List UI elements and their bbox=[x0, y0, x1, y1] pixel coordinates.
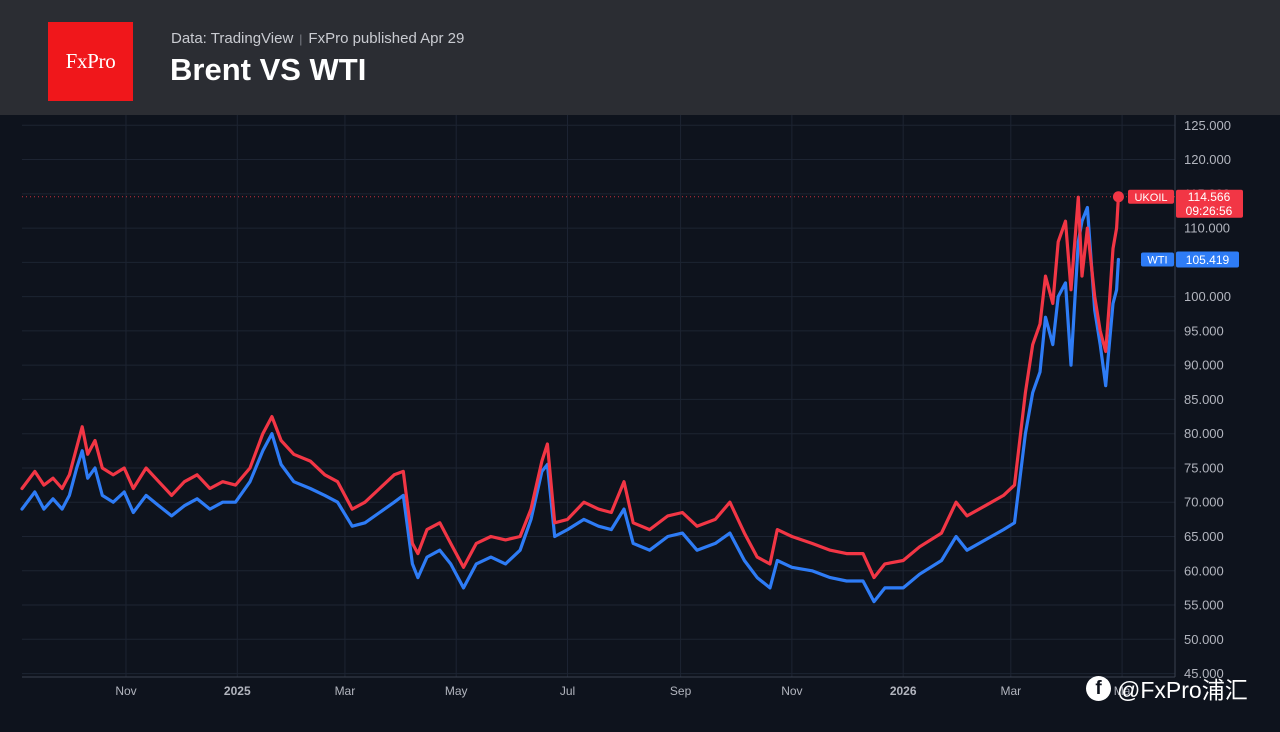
chart-header: FxPro Data: TradingView | FxPro published … bbox=[0, 0, 1280, 115]
wti-name-tag bbox=[1141, 252, 1174, 267]
logo-text: FxPro bbox=[65, 49, 116, 73]
last-price-dot bbox=[1112, 191, 1124, 203]
y-tick-label: 110.000 bbox=[1184, 221, 1230, 236]
y-tick-label: 80.000 bbox=[1184, 426, 1224, 441]
separator: | bbox=[299, 32, 303, 46]
x-tick-label: 2026 bbox=[890, 684, 917, 698]
wti-last-value: 105.419 bbox=[1186, 253, 1230, 267]
x-tick-label: Mar bbox=[1000, 684, 1021, 698]
ukoil-countdown: 09:26:56 bbox=[1186, 204, 1233, 218]
x-tick-label: Nov bbox=[115, 684, 136, 698]
chart-title: Brent VS WTI bbox=[170, 52, 367, 87]
y-tick-label: 85.000 bbox=[1184, 392, 1224, 407]
x-tick-label: Ma bbox=[1114, 684, 1131, 698]
y-tick-label: 90.000 bbox=[1184, 358, 1224, 373]
y-tick-label: 50.000 bbox=[1184, 632, 1224, 647]
facebook-icon: f bbox=[1086, 675, 1111, 701]
y-tick-label: 125.000 bbox=[1184, 118, 1231, 133]
y-tick-label: 75.000 bbox=[1184, 460, 1224, 475]
x-tick-label: May bbox=[445, 684, 468, 698]
series-line-wti bbox=[20, 205, 1120, 604]
grid bbox=[22, 115, 1175, 677]
x-tick-label: Mar bbox=[335, 684, 356, 698]
price-chart: 125.000120.000115.000110.000105.000100.0… bbox=[20, 115, 1243, 698]
wti-name-label: WTI bbox=[1147, 254, 1167, 266]
watermark-text: @FxPro浦汇 bbox=[1117, 677, 1248, 703]
x-tick-label: Sep bbox=[670, 684, 692, 698]
y-tick-label: 65.000 bbox=[1184, 529, 1224, 544]
series-line-ukoil bbox=[20, 195, 1120, 580]
ukoil-name-tag bbox=[1128, 189, 1174, 204]
ukoil-last-value: 114.566 bbox=[1188, 190, 1231, 204]
ukoil-name-label: UKOIL bbox=[1134, 192, 1167, 204]
axes: 125.000120.000115.000110.000105.000100.0… bbox=[22, 115, 1231, 698]
x-tick-label: 2025 bbox=[224, 684, 251, 698]
watermark: f @FxPro浦汇 bbox=[1086, 673, 1248, 703]
x-tick-label: Jul bbox=[560, 684, 575, 698]
ukoil-price-tag bbox=[1176, 189, 1243, 218]
x-tick-label: Nov bbox=[781, 684, 802, 698]
series bbox=[20, 195, 1120, 604]
y-tick-label: 45.000 bbox=[1184, 666, 1224, 681]
y-tick-label: 95.000 bbox=[1184, 323, 1224, 338]
published-date: FxPro published Apr 29 bbox=[308, 30, 465, 47]
y-tick-label: 120.000 bbox=[1184, 152, 1231, 167]
wti-price-tag bbox=[1176, 251, 1239, 268]
y-tick-label: 100.000 bbox=[1184, 289, 1231, 304]
chart-subtitle: Data: TradingView | FxPro published Apr 29 bbox=[171, 30, 464, 47]
data-source: Data: TradingView bbox=[171, 30, 294, 47]
y-tick-label: 55.000 bbox=[1184, 598, 1224, 613]
y-tick-label: 70.000 bbox=[1184, 495, 1224, 510]
y-tick-label: 60.000 bbox=[1184, 563, 1224, 578]
fxpro-logo: FxPro bbox=[48, 22, 133, 101]
